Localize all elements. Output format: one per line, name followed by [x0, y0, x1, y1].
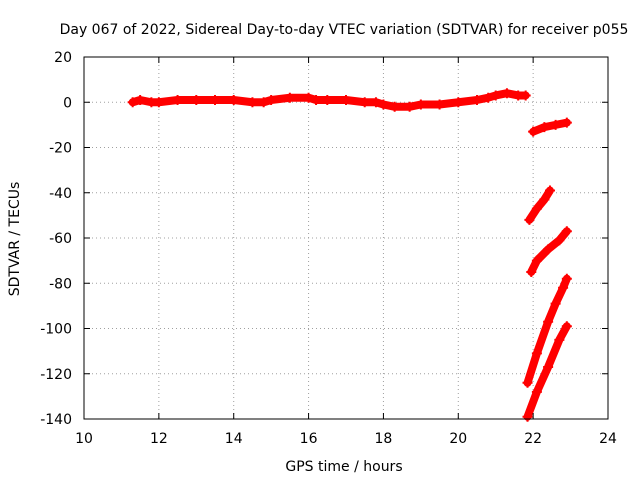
y-tick-label: -120	[40, 367, 72, 383]
data-point	[531, 348, 542, 359]
series-arc-D	[522, 273, 572, 388]
y-tick-label: -20	[49, 141, 72, 157]
data-point	[415, 99, 426, 110]
series-arc-B	[524, 185, 555, 225]
x-tick-label: 18	[375, 431, 393, 447]
data-point	[472, 94, 482, 105]
series-arc-A	[528, 117, 572, 137]
y-tick-label: -140	[40, 412, 72, 428]
data-point	[370, 97, 381, 108]
data-point	[543, 361, 554, 372]
data-point	[127, 97, 138, 108]
data-point	[322, 94, 333, 105]
data-point	[543, 244, 554, 255]
x-axis: 10 12 14 16 18 20 22 24	[75, 57, 617, 447]
y-axis-label: SDTVAR / TECUs	[7, 182, 23, 297]
data-point	[558, 282, 569, 293]
x-tick-label: 14	[225, 431, 243, 447]
x-tick-label: 22	[524, 431, 542, 447]
x-tick-label: 24	[599, 431, 617, 447]
y-tick-label: -100	[40, 322, 72, 338]
x-axis-label: GPS time / hours	[285, 459, 402, 475]
x-tick-label: 12	[150, 431, 168, 447]
data-point	[483, 92, 494, 103]
data-point	[522, 377, 533, 388]
series-line	[525, 186, 554, 224]
data-point	[554, 235, 565, 246]
data-point	[228, 94, 239, 105]
data-point	[539, 194, 550, 205]
y-tick-label: -80	[49, 276, 72, 292]
data-point	[389, 101, 400, 112]
data-point	[531, 203, 542, 214]
y-axis: 20 0 -20 -40 -60 -80 -100 -120 -140	[40, 50, 608, 428]
data-point	[543, 316, 554, 327]
data-point	[359, 97, 370, 108]
data-point	[303, 92, 314, 103]
data-point	[341, 94, 351, 105]
data-series	[127, 88, 572, 422]
chart-title: Day 067 of 2022, Sidereal Day-to-day VTE…	[60, 22, 629, 38]
data-point	[522, 411, 533, 422]
data-point	[247, 97, 258, 108]
y-tick-label: 20	[54, 50, 72, 66]
grid-lines	[84, 57, 608, 419]
data-point	[490, 90, 501, 101]
data-point	[544, 185, 555, 196]
x-tick-label: 16	[300, 431, 318, 447]
data-point	[561, 117, 572, 128]
data-point	[434, 99, 445, 110]
data-point	[501, 88, 512, 99]
y-tick-label: -60	[49, 231, 72, 247]
x-tick-label: 10	[75, 431, 93, 447]
data-point	[153, 97, 164, 108]
data-point	[191, 94, 202, 105]
data-point	[404, 101, 415, 112]
data-point	[561, 321, 572, 332]
x-tick-label: 20	[449, 431, 467, 447]
series-main-arc	[127, 88, 531, 112]
data-point	[453, 97, 464, 108]
data-point	[210, 94, 220, 105]
data-point	[539, 122, 550, 133]
data-point	[135, 94, 146, 105]
series-arc-E	[522, 321, 572, 422]
y-tick-label: -40	[49, 186, 72, 202]
series-line	[529, 118, 571, 136]
data-point	[561, 273, 572, 284]
data-point	[561, 226, 572, 237]
data-point	[528, 126, 539, 137]
data-point	[258, 97, 269, 108]
data-point	[531, 255, 542, 266]
data-point	[266, 94, 277, 105]
data-point	[520, 90, 531, 101]
series-arc-C	[526, 226, 572, 277]
data-point	[524, 214, 535, 225]
data-point	[284, 92, 295, 103]
data-point	[531, 386, 542, 397]
data-point	[526, 266, 537, 277]
data-point	[172, 94, 183, 105]
data-point	[550, 119, 561, 130]
y-tick-label: 0	[63, 95, 72, 111]
data-point	[378, 99, 389, 110]
data-point	[311, 94, 322, 105]
data-point	[550, 298, 561, 309]
data-point	[554, 334, 565, 345]
